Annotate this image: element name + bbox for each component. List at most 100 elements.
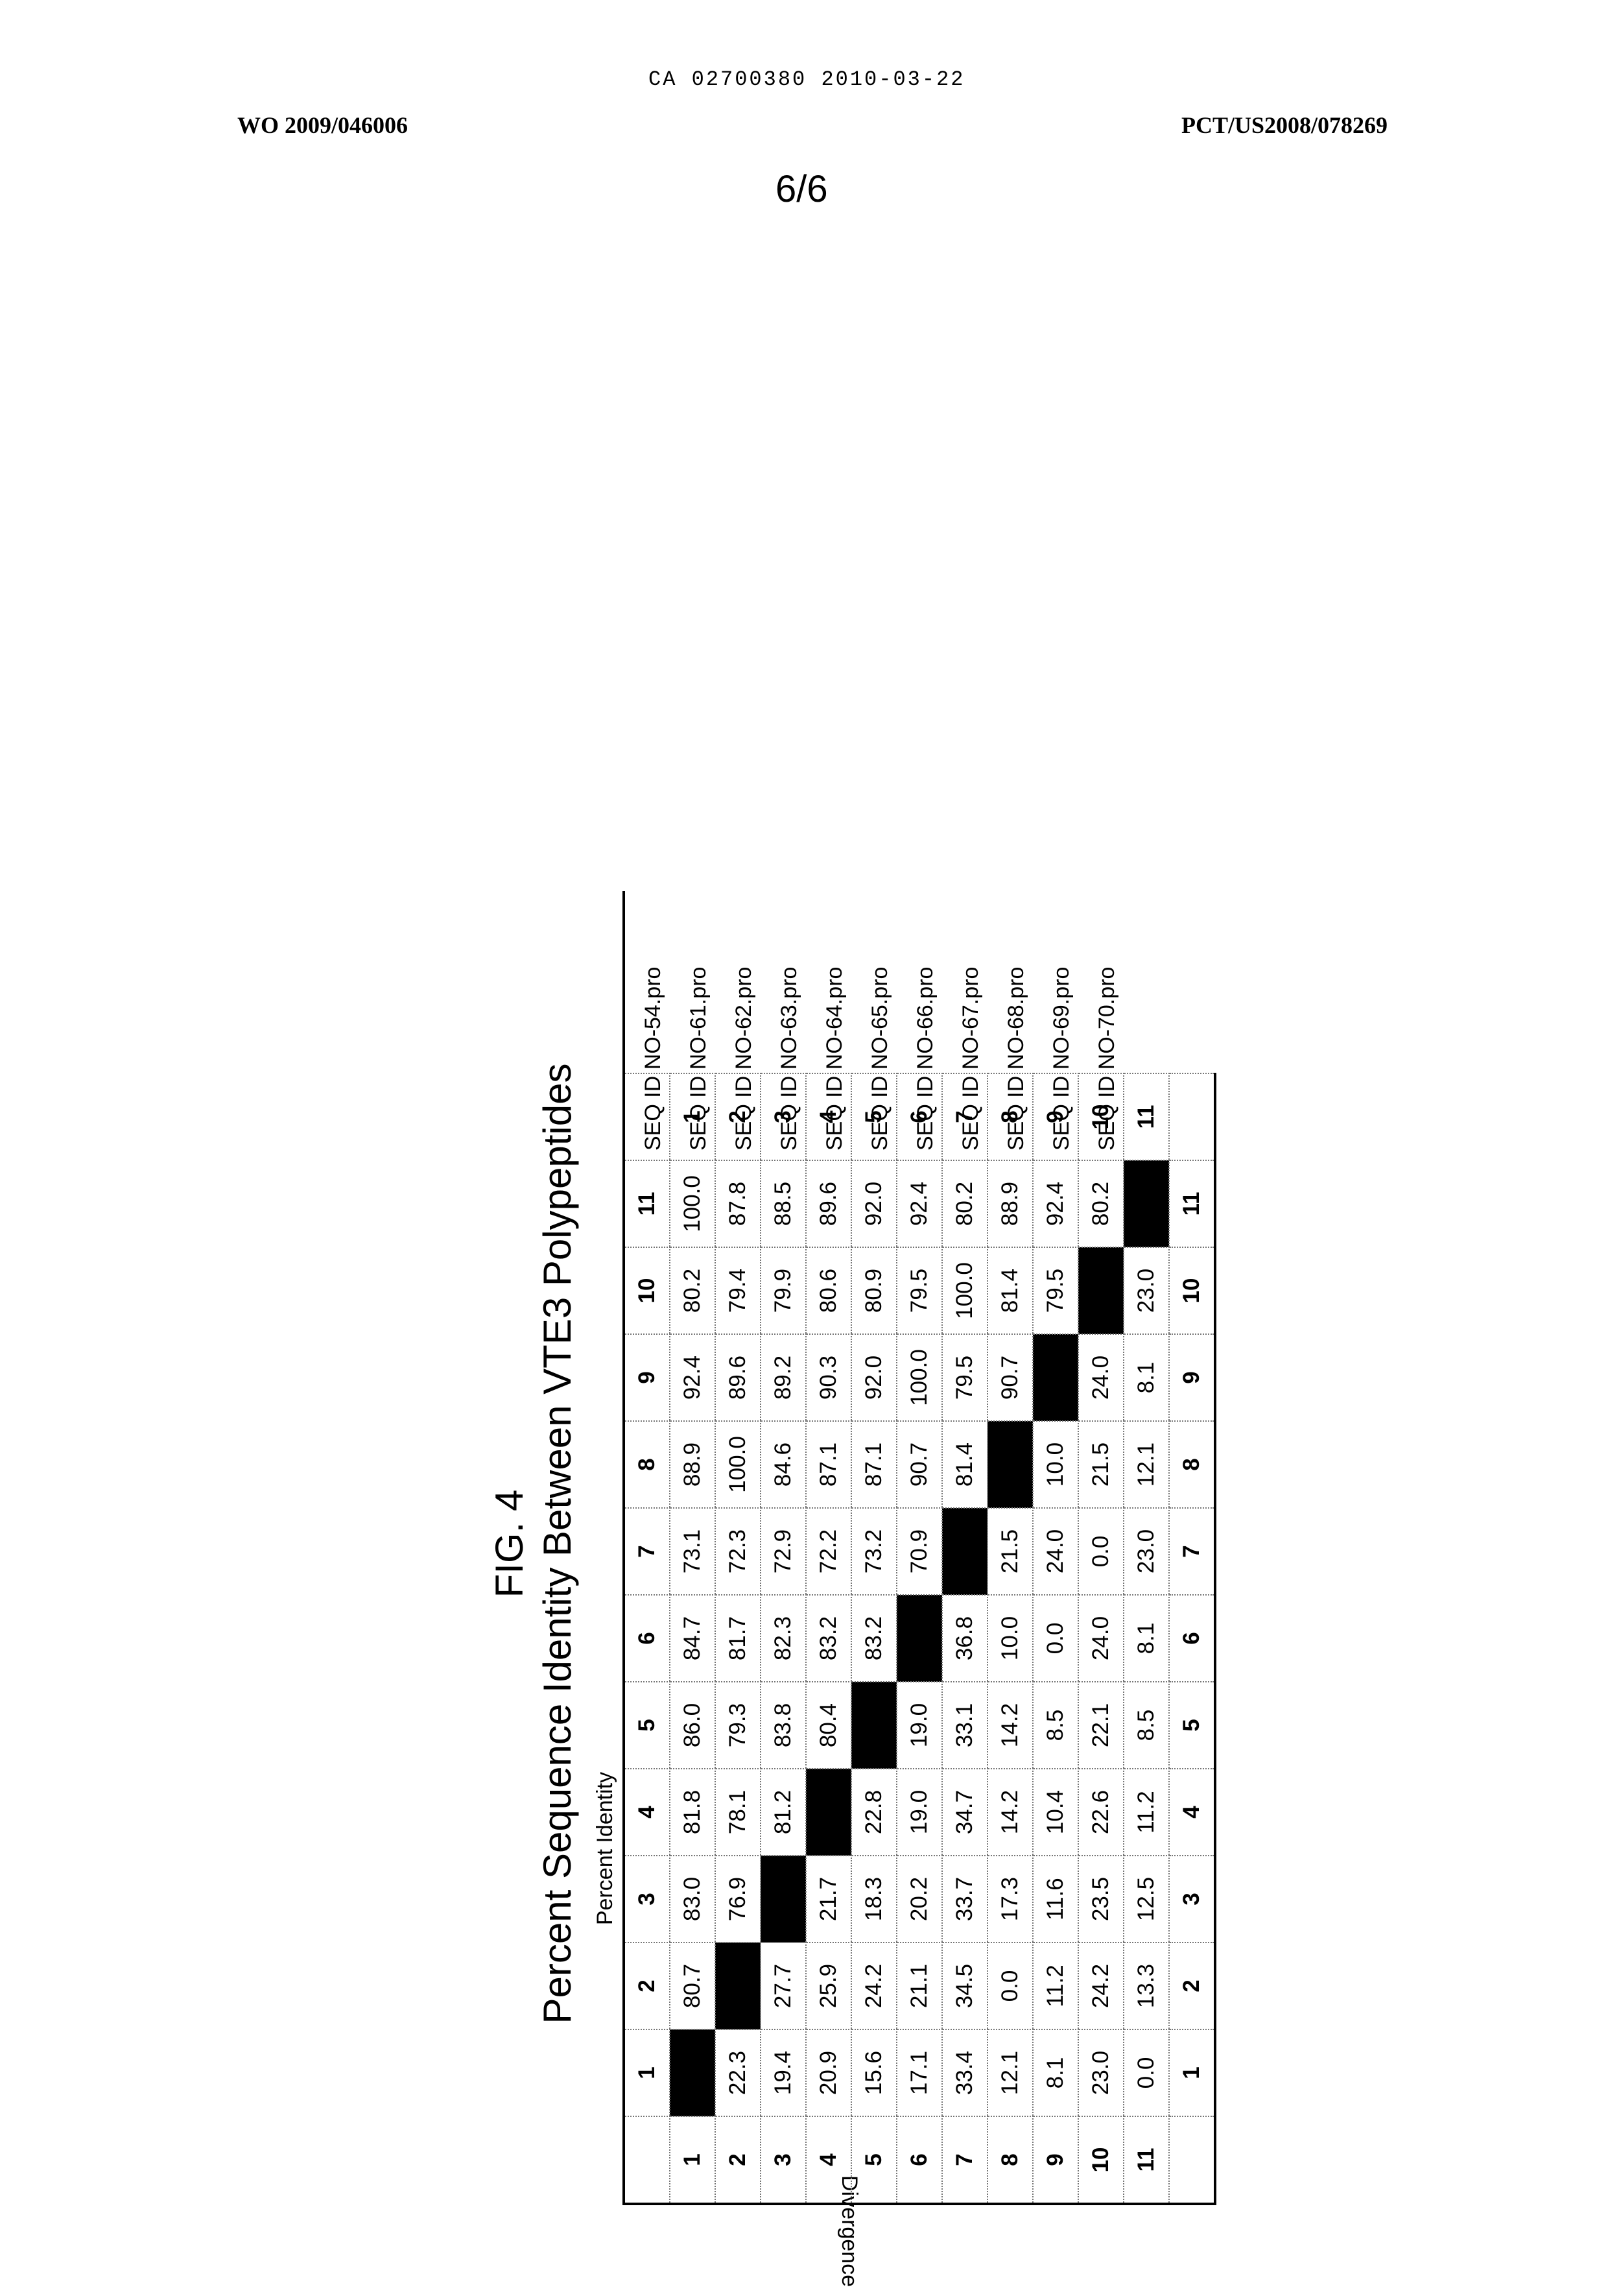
figure-4: FIG. 4 Percent Sequence Identity Between… — [486, 713, 1135, 2205]
matrix-cell: 20.9 — [806, 2029, 851, 2116]
row-header: 9 — [1033, 2116, 1078, 2204]
matrix-cell: 88.9 — [670, 1421, 715, 1508]
matrix-cell: 87.8 — [715, 1160, 761, 1247]
matrix-cell: 15.6 — [851, 2029, 897, 2116]
matrix-cell: 88.9 — [987, 1160, 1033, 1247]
matrix-row: 1023.024.223.522.622.124.00.021.524.080.… — [1078, 1073, 1124, 2204]
matrix-cell: 81.2 — [761, 1769, 806, 1856]
column-header: 5 — [624, 1682, 670, 1769]
matrix-cell: 25.9 — [806, 1943, 851, 2029]
matrix-cell: 19.4 — [761, 2029, 806, 2116]
matrix-row: 98.111.211.610.48.50.024.010.079.592.49 — [1033, 1073, 1078, 2204]
row-header: 5 — [851, 2116, 897, 2204]
matrix-cell: 87.1 — [806, 1421, 851, 1508]
matrix-cell: 92.0 — [851, 1160, 897, 1247]
diagonal-cell — [987, 1421, 1033, 1508]
matrix-cell: 92.4 — [670, 1334, 715, 1421]
matrix-footer-row: 1234567891011 — [1169, 1073, 1215, 2204]
ca-application-number: CA 02700380 2010-03-22 — [648, 67, 965, 91]
matrix-cell: 83.2 — [851, 1595, 897, 1682]
matrix-cell: 0.0 — [1078, 1508, 1124, 1595]
matrix-cell: 80.6 — [806, 1247, 851, 1334]
matrix-header-row: 1234567891011 — [624, 1073, 670, 2204]
matrix-cell: 24.0 — [1078, 1334, 1124, 1421]
matrix-cell: 24.0 — [1078, 1595, 1124, 1682]
row-header: 8 — [987, 2116, 1033, 2204]
column-header: 4 — [624, 1769, 670, 1856]
matrix-cell: 89.2 — [761, 1334, 806, 1421]
matrix-cell: 33.4 — [942, 2029, 987, 2116]
matrix-cell: 11.2 — [1033, 1943, 1078, 2029]
column-footer: 9 — [1169, 1334, 1215, 1421]
diagonal-cell — [897, 1595, 942, 1682]
matrix-cell: 82.3 — [761, 1595, 806, 1682]
matrix-cell: 72.2 — [806, 1508, 851, 1595]
sequence-name: SEQ ID NO-63.pro — [766, 891, 812, 1164]
percent-identity-label: Percent Identity — [593, 1492, 618, 2205]
matrix-cell: 18.3 — [851, 1856, 897, 1943]
matrix-cell: 83.0 — [670, 1856, 715, 1943]
row-header: 7 — [942, 2116, 987, 2204]
matrix-cell: 81.8 — [670, 1769, 715, 1856]
column-header: 3 — [624, 1856, 670, 1943]
sequence-name: SEQ ID NO-65.pro — [857, 891, 903, 1164]
matrix-cell: 78.1 — [715, 1769, 761, 1856]
matrix-cell: 87.1 — [851, 1421, 897, 1508]
matrix-cell: 14.2 — [987, 1769, 1033, 1856]
matrix-cell: 12.1 — [987, 2029, 1033, 2116]
matrix-row: 812.10.017.314.214.210.021.590.781.488.9… — [987, 1073, 1033, 2204]
column-header: 8 — [624, 1421, 670, 1508]
diagonal-cell — [715, 1943, 761, 2029]
matrix-cell: 90.7 — [897, 1421, 942, 1508]
matrix-cell: 79.3 — [715, 1682, 761, 1769]
matrix-cell: 34.7 — [942, 1769, 987, 1856]
row-header: 10 — [1078, 2116, 1124, 2204]
matrix-cell: 79.4 — [715, 1247, 761, 1334]
matrix-cell: 23.0 — [1124, 1247, 1169, 1334]
row-index: 11 — [1124, 1073, 1169, 1160]
matrix-cell: 11.2 — [1124, 1769, 1169, 1856]
matrix-cell: 24.0 — [1033, 1508, 1078, 1595]
matrix-cell: 23.0 — [1078, 2029, 1124, 2116]
diagonal-cell — [806, 1769, 851, 1856]
matrix-cell: 17.3 — [987, 1856, 1033, 1943]
matrix-cell: 79.5 — [897, 1247, 942, 1334]
matrix-cell: 33.1 — [942, 1682, 987, 1769]
matrix-cell: 100.0 — [715, 1421, 761, 1508]
matrix-cell: 83.8 — [761, 1682, 806, 1769]
matrix-row: 733.434.533.734.733.136.881.479.5100.080… — [942, 1073, 987, 2204]
column-header: 11 — [624, 1160, 670, 1247]
column-header: 1 — [624, 2029, 670, 2116]
column-footer: 8 — [1169, 1421, 1215, 1508]
column-header: 2 — [624, 1943, 670, 2029]
matrix-cell: 79.5 — [1033, 1247, 1078, 1334]
sequence-name: SEQ ID NO-70.pro — [1084, 891, 1129, 1164]
matrix-cell: 22.6 — [1078, 1769, 1124, 1856]
matrix-cell: 89.6 — [715, 1334, 761, 1421]
column-footer: 4 — [1169, 1769, 1215, 1856]
matrix-cell: 73.1 — [670, 1508, 715, 1595]
row-header: 3 — [761, 2116, 806, 2204]
matrix-cell: 92.4 — [1033, 1160, 1078, 1247]
matrix-cell: 89.6 — [806, 1160, 851, 1247]
column-header: 10 — [624, 1247, 670, 1334]
matrix-cell: 12.5 — [1124, 1856, 1169, 1943]
column-footer: 3 — [1169, 1856, 1215, 1943]
matrix-cell: 24.2 — [851, 1943, 897, 2029]
diagonal-cell — [761, 1856, 806, 1943]
matrix-cell: 20.2 — [897, 1856, 942, 1943]
sequence-name: SEQ ID NO-61.pro — [676, 891, 721, 1164]
sequence-name: SEQ ID NO-54.pro — [630, 891, 676, 1164]
column-footer: 6 — [1169, 1595, 1215, 1682]
matrix-cell: 19.0 — [897, 1682, 942, 1769]
matrix-cell: 84.6 — [761, 1421, 806, 1508]
matrix-cell: 80.7 — [670, 1943, 715, 2029]
matrix-cell: 22.1 — [1078, 1682, 1124, 1769]
matrix-cell: 81.4 — [942, 1421, 987, 1508]
matrix-cell: 80.2 — [670, 1247, 715, 1334]
matrix-row: 110.013.312.511.28.58.123.012.18.123.011 — [1124, 1073, 1169, 2204]
sequence-name: SEQ ID NO-64.pro — [812, 891, 857, 1164]
identity-matrix: 1234567891011180.783.081.886.084.773.188… — [622, 1073, 1216, 2205]
matrix-cell: 8.1 — [1124, 1334, 1169, 1421]
matrix-cell: 76.9 — [715, 1856, 761, 1943]
